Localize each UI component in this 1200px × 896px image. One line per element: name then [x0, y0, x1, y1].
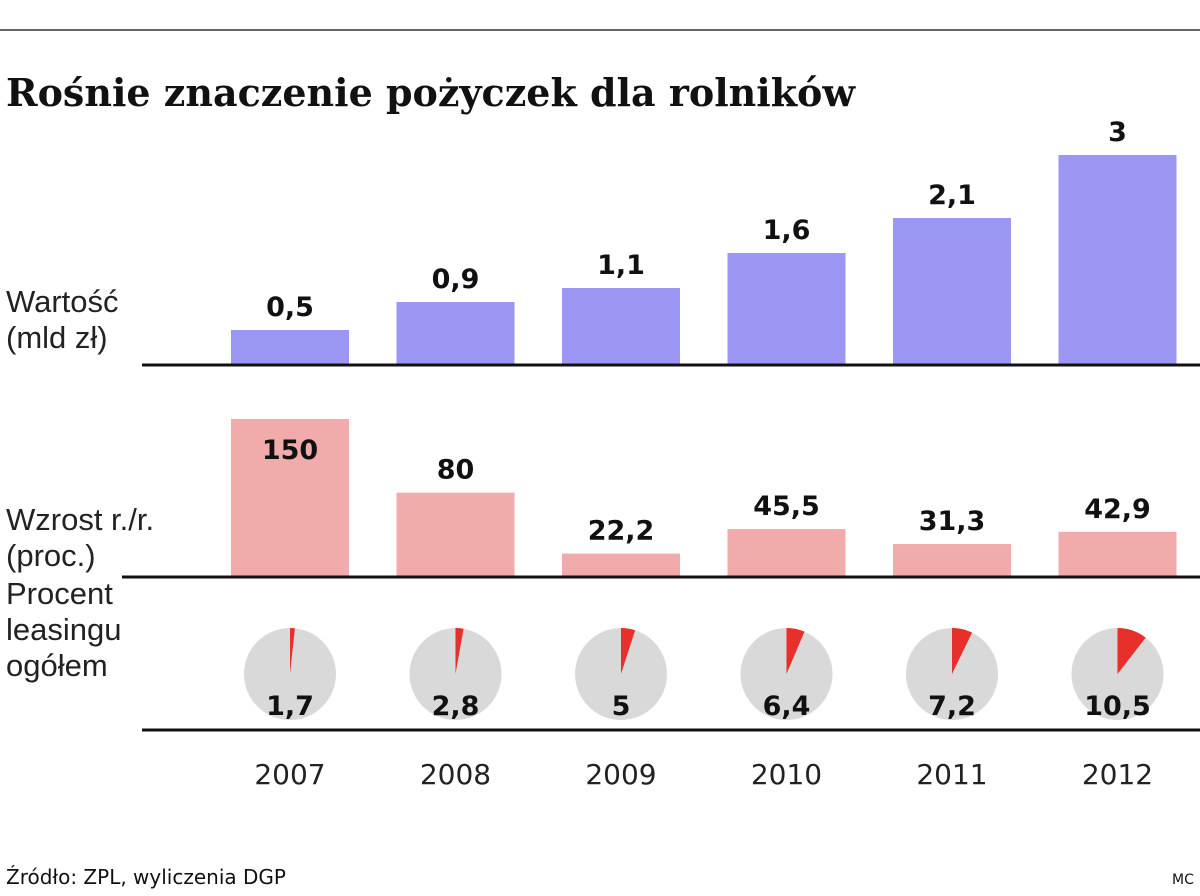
bar	[893, 544, 1011, 577]
row-label: (proc.)	[6, 538, 96, 573]
value-label: 150	[262, 435, 318, 466]
bar	[1058, 155, 1177, 365]
bar	[562, 288, 680, 365]
pie-wedge	[1117, 628, 1146, 674]
value-label: 1,6	[763, 215, 811, 246]
credit: MC	[1172, 872, 1194, 888]
pie-wedge	[621, 628, 636, 674]
bar	[727, 253, 846, 365]
bar	[396, 492, 515, 577]
value-label: 3	[1108, 117, 1127, 148]
row-label: ogółem	[6, 648, 108, 683]
row-label: (mld zł)	[6, 320, 108, 355]
value-label: 80	[437, 455, 475, 486]
year-label: 2009	[585, 758, 656, 791]
value-label: 2,8	[432, 691, 480, 722]
value-label: 7,2	[928, 691, 976, 722]
pie-wedge	[952, 628, 973, 674]
value-label: 10,5	[1084, 691, 1151, 722]
title: Rośnie znaczenie pożyczek dla rolników	[6, 70, 856, 115]
bar	[893, 218, 1011, 365]
year-label: 2007	[254, 758, 325, 791]
pie-wedge	[786, 628, 805, 674]
value-label: 22,2	[588, 516, 655, 547]
value-label: 1,7	[266, 691, 314, 722]
pie-wedge	[455, 628, 464, 674]
bar	[727, 529, 846, 577]
value-label: 42,9	[1084, 494, 1151, 525]
source: Źródło: ZPL, wyliczenia DGP	[6, 865, 286, 889]
row-label: Procent	[6, 576, 113, 611]
value-label: 0,5	[266, 292, 314, 323]
value-label: 2,1	[928, 180, 976, 211]
row-label: Wartość	[6, 284, 119, 319]
value-label: 45,5	[753, 491, 820, 522]
value-label: 1,1	[597, 250, 645, 281]
value-label: 31,3	[919, 506, 986, 537]
bar	[231, 330, 349, 365]
bar	[1058, 531, 1177, 577]
value-label: 6,4	[763, 691, 811, 722]
year-label: 2008	[420, 758, 491, 791]
value-label: 0,9	[432, 264, 480, 295]
year-label: 2011	[916, 758, 987, 791]
value-label: 5	[612, 691, 631, 722]
bar	[562, 553, 680, 577]
row-label: Wzrost r./r.	[6, 502, 154, 537]
bar	[396, 302, 515, 365]
year-label: 2012	[1082, 758, 1153, 791]
pie-wedge	[290, 628, 295, 674]
row-label: leasingu	[6, 612, 121, 647]
year-label: 2010	[751, 758, 822, 791]
bar	[231, 419, 349, 577]
